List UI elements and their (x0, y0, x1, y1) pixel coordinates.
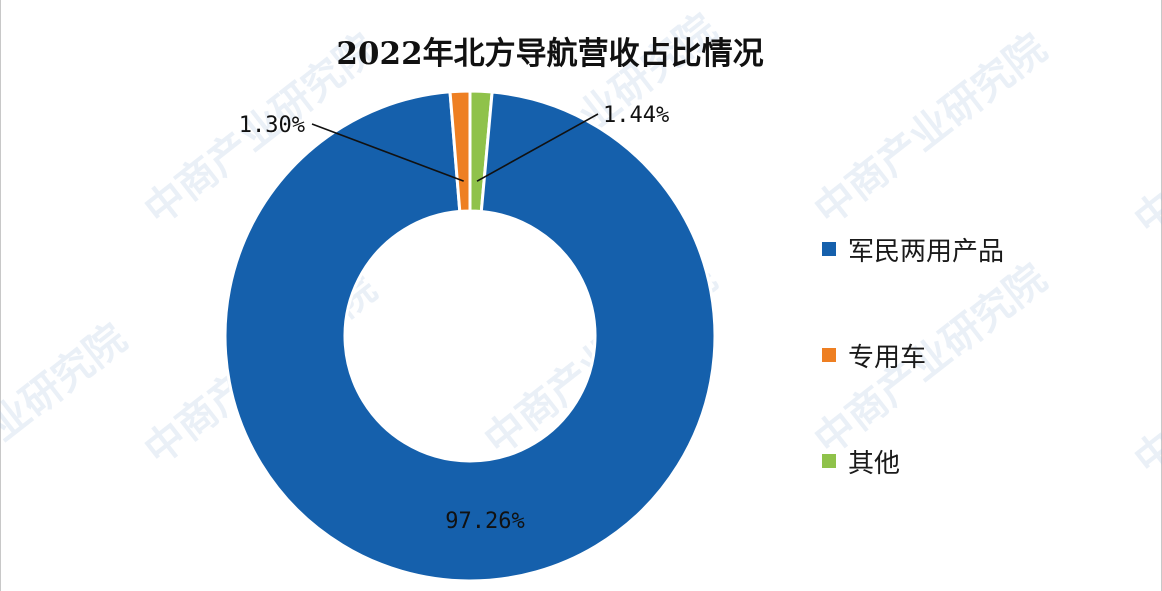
data-label-专用车: 1.30% (239, 113, 305, 138)
chart-title: 2022年北方导航营收占比情况 (336, 36, 764, 72)
legend-label: 其他 (848, 448, 901, 479)
donut-slice-军民两用产品 (223, 90, 717, 583)
donut-slice-专用车 (448, 89, 472, 214)
leader-line-其他 (476, 113, 599, 182)
data-label-其他: 1.44% (603, 103, 669, 128)
legend-label: 专用车 (848, 342, 927, 373)
legend: 军民两用产品 专用车其他 (822, 226, 1004, 544)
legend-item-专用车: 专用车 (822, 332, 1004, 378)
legend-swatch (822, 348, 836, 362)
legend-label: 军民两用产品 (848, 236, 1005, 267)
leader-lines (311, 113, 599, 182)
data-label-军民两用产品: 97.26% (445, 509, 524, 534)
leader-line-专用车 (311, 123, 464, 182)
legend-item-军民两用产品: 军民两用产品 (822, 226, 1004, 272)
data-labels: 97.26% 1.30% 1.44% (239, 103, 669, 534)
legend-swatch (822, 242, 836, 256)
legend-swatch (822, 454, 836, 468)
donut-slices (223, 89, 717, 583)
legend-item-其他: 其他 (822, 438, 1004, 484)
